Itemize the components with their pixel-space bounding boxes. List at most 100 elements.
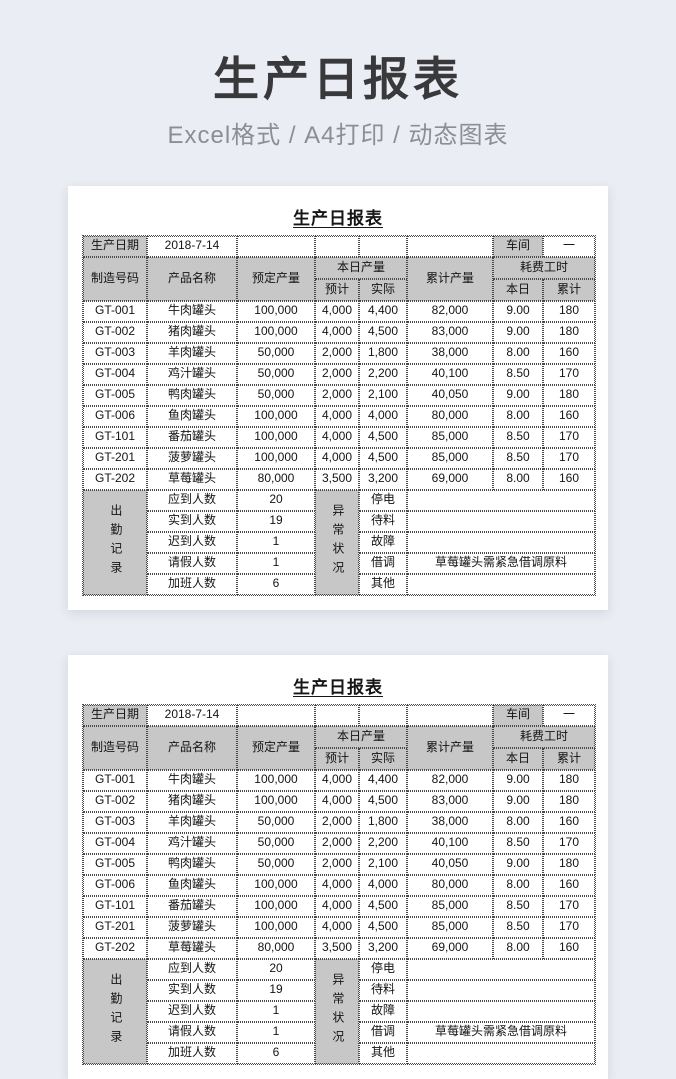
attendance-value: 1 — [237, 531, 315, 553]
attendance-value: 1 — [237, 1021, 315, 1043]
cell-actual: 2,100 — [359, 853, 407, 875]
cell-planned: 100,000 — [237, 405, 315, 427]
cell-actual: 4,500 — [359, 895, 407, 917]
col-header-expected: 预计 — [315, 747, 359, 770]
cell-id: GT-004 — [83, 363, 147, 385]
cell-actual: 2,100 — [359, 384, 407, 406]
cell-product: 猪肉罐头 — [147, 790, 237, 812]
attendance-section-title: 出勤记录 — [83, 958, 147, 1064]
cell-id: GT-101 — [83, 895, 147, 917]
empty-cell — [359, 235, 407, 257]
report-table: 生产日期 2018-7-14 车间 一 制造号码 产品名称 预定产量 本日产量 … — [82, 703, 596, 1065]
empty-cell — [315, 235, 359, 257]
cell-expected: 4,000 — [315, 447, 359, 469]
empty-cell — [237, 235, 315, 257]
cell-cumulative: 80,000 — [407, 874, 493, 896]
abnormal-label: 借调 — [359, 552, 407, 574]
cell-product: 鸡汁罐头 — [147, 363, 237, 385]
empty-cell — [359, 704, 407, 726]
cell-product: 菠萝罐头 — [147, 916, 237, 938]
workshop-value: 一 — [543, 704, 595, 726]
cell-hours-today: 8.50 — [493, 363, 543, 385]
cell-expected: 2,000 — [315, 853, 359, 875]
col-header-id: 制造号码 — [83, 725, 147, 770]
cell-planned: 100,000 — [237, 426, 315, 448]
cell-id: GT-003 — [83, 342, 147, 364]
page-title: 生产日报表 — [213, 53, 463, 105]
attendance-label: 迟到人数 — [147, 531, 237, 553]
cell-id: GT-005 — [83, 384, 147, 406]
cell-planned: 100,000 — [237, 300, 315, 322]
cell-product: 鱼肉罐头 — [147, 874, 237, 896]
report-table: 生产日期 2018-7-14 车间 一 制造号码 产品名称 预定产量 本日产量 … — [82, 234, 596, 596]
cell-planned: 100,000 — [237, 790, 315, 812]
table-row: GT-101 番茄罐头 100,000 4,000 4,500 85,000 8… — [83, 895, 595, 917]
attendance-row: 出勤记录 应到人数 20 异常状况 停电 — [83, 958, 595, 1064]
abnormal-label: 其他 — [359, 573, 407, 595]
cell-id: GT-006 — [83, 874, 147, 896]
cell-hours-total: 180 — [543, 790, 595, 812]
empty-cell — [407, 235, 493, 257]
date-value: 2018-7-14 — [147, 704, 237, 726]
empty-cell — [407, 704, 493, 726]
cell-actual: 2,200 — [359, 832, 407, 854]
attendance-label: 加班人数 — [147, 1042, 237, 1064]
cell-expected: 4,000 — [315, 426, 359, 448]
cell-hours-today: 8.00 — [493, 937, 543, 959]
abnormal-remark — [407, 489, 595, 511]
cell-product: 鸡汁罐头 — [147, 832, 237, 854]
cell-planned: 100,000 — [237, 447, 315, 469]
cell-id: GT-006 — [83, 405, 147, 427]
cell-cumulative: 40,050 — [407, 853, 493, 875]
col-header-hours-total: 累计 — [543, 747, 595, 770]
attendance-label: 应到人数 — [147, 489, 237, 511]
cell-hours-today: 8.00 — [493, 405, 543, 427]
cell-id: GT-001 — [83, 769, 147, 791]
table-row: GT-202 草莓罐头 80,000 3,500 3,200 69,000 8.… — [83, 937, 595, 959]
cell-cumulative: 83,000 — [407, 790, 493, 812]
attendance-value: 20 — [237, 489, 315, 511]
cell-expected: 3,500 — [315, 468, 359, 490]
col-header-hours-total: 累计 — [543, 278, 595, 301]
cell-id: GT-002 — [83, 790, 147, 812]
cell-id: GT-005 — [83, 853, 147, 875]
cell-actual: 4,500 — [359, 426, 407, 448]
cell-hours-total: 180 — [543, 769, 595, 791]
cell-expected: 4,000 — [315, 300, 359, 322]
cell-expected: 2,000 — [315, 811, 359, 833]
attendance-value: 1 — [237, 552, 315, 574]
cell-hours-total: 160 — [543, 811, 595, 833]
cell-product: 羊肉罐头 — [147, 811, 237, 833]
attendance-row: 实到人数 19 待料 — [83, 510, 595, 532]
attendance-label: 请假人数 — [147, 552, 237, 574]
cell-hours-today: 9.00 — [493, 321, 543, 343]
attendance-label: 实到人数 — [147, 979, 237, 1001]
page-header: 生产日报表 Excel格式 / A4打印 / 动态图表 — [0, 0, 676, 150]
col-header-planned: 预定产量 — [237, 725, 315, 770]
table-row: GT-201 菠萝罐头 100,000 4,000 4,500 85,000 8… — [83, 916, 595, 938]
attendance-section-title: 出勤记录 — [83, 489, 147, 595]
header-row-sub: 预计 实际 本日 累计 — [83, 747, 595, 770]
abnormal-label: 待料 — [359, 979, 407, 1001]
cell-product: 鸭肉罐头 — [147, 384, 237, 406]
attendance-label: 应到人数 — [147, 958, 237, 980]
table-row: GT-201 菠萝罐头 100,000 4,000 4,500 85,000 8… — [83, 447, 595, 469]
cell-cumulative: 38,000 — [407, 342, 493, 364]
abnormal-remark — [407, 573, 595, 595]
cell-hours-total: 160 — [543, 468, 595, 490]
cell-hours-total: 180 — [543, 853, 595, 875]
table-row: GT-001 牛肉罐头 100,000 4,000 4,400 82,000 9… — [83, 300, 595, 322]
cell-actual: 4,500 — [359, 790, 407, 812]
header-row-top: 制造号码 产品名称 预定产量 本日产量 累计产量 耗费工时 — [83, 256, 595, 301]
cell-cumulative: 40,050 — [407, 384, 493, 406]
cell-hours-total: 170 — [543, 832, 595, 854]
table-row: GT-006 鱼肉罐头 100,000 4,000 4,000 80,000 8… — [83, 874, 595, 896]
cell-planned: 100,000 — [237, 916, 315, 938]
cell-hours-total: 170 — [543, 916, 595, 938]
cell-product: 草莓罐头 — [147, 937, 237, 959]
table-row: GT-101 番茄罐头 100,000 4,000 4,500 85,000 8… — [83, 426, 595, 448]
abnormal-remark — [407, 531, 595, 553]
attendance-row: 请假人数 1 借调 草莓罐头需紧急借调原料 — [83, 1021, 595, 1043]
col-header-actual: 实际 — [359, 747, 407, 770]
cell-hours-today: 8.50 — [493, 895, 543, 917]
